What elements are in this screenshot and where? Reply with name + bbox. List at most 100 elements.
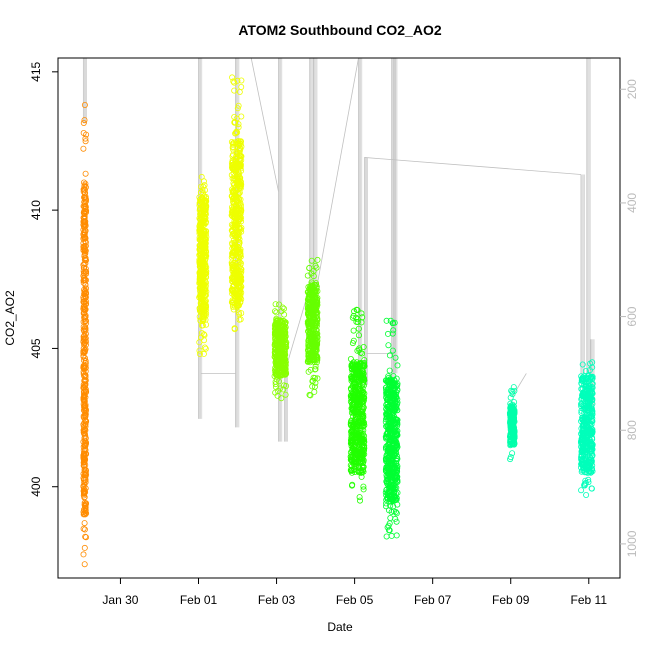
data-point — [356, 374, 363, 381]
data-point — [82, 255, 89, 262]
data-point — [80, 525, 87, 532]
data-point — [578, 448, 585, 455]
data-point — [588, 485, 595, 492]
data-point — [236, 264, 243, 271]
data-point — [229, 250, 236, 257]
data-point — [350, 359, 357, 366]
data-point — [581, 447, 588, 454]
data-point — [389, 347, 396, 354]
data-point — [81, 520, 88, 527]
data-point — [312, 262, 319, 269]
data-point — [200, 183, 207, 190]
data-point — [282, 365, 289, 372]
data-point — [583, 421, 590, 428]
data-point — [508, 428, 515, 435]
data-point — [349, 404, 356, 411]
data-point — [81, 117, 88, 124]
data-point — [360, 420, 367, 427]
data-point — [306, 347, 313, 354]
data-point — [353, 318, 360, 325]
data-point — [229, 261, 236, 268]
data-point — [198, 291, 205, 298]
data-point — [357, 438, 364, 445]
data-point — [82, 320, 89, 327]
data-point — [350, 438, 357, 445]
data-point — [394, 396, 401, 403]
data-point — [509, 388, 516, 395]
data-point — [233, 155, 240, 162]
data-point — [83, 534, 90, 541]
data-point — [352, 383, 359, 390]
data-point — [304, 305, 311, 312]
data-point — [81, 467, 88, 474]
data-point — [276, 351, 283, 358]
data-point — [81, 348, 88, 355]
data-point — [82, 443, 89, 450]
data-point — [232, 221, 239, 228]
data-point — [351, 448, 358, 455]
data-point — [578, 385, 585, 392]
data-point — [361, 377, 368, 384]
data-point — [275, 326, 282, 333]
data-point — [391, 428, 398, 435]
data-point — [511, 399, 518, 406]
data-point — [237, 141, 244, 148]
data-point — [80, 296, 87, 303]
data-point — [347, 418, 354, 425]
data-point — [506, 409, 513, 416]
data-point — [355, 408, 362, 415]
data-point — [360, 483, 367, 490]
data-point — [508, 424, 515, 431]
data-point — [279, 323, 286, 330]
data-point — [355, 390, 362, 397]
data-point — [272, 335, 279, 342]
data-point — [587, 393, 594, 400]
data-point — [359, 400, 366, 407]
data-point — [202, 284, 209, 291]
grey-trace-segment — [283, 293, 309, 374]
data-point — [82, 372, 89, 379]
data-point — [314, 256, 321, 263]
data-point — [311, 383, 318, 390]
data-point — [196, 350, 203, 357]
data-point — [83, 131, 90, 138]
data-points — [80, 74, 596, 568]
data-point — [199, 187, 206, 194]
data-point — [196, 347, 203, 354]
data-point — [393, 428, 400, 435]
data-point — [390, 327, 397, 334]
data-point — [312, 363, 319, 370]
data-point — [80, 459, 87, 466]
data-point — [81, 442, 88, 449]
data-point — [80, 120, 87, 127]
data-point — [311, 388, 318, 395]
data-point — [348, 401, 355, 408]
data-point — [80, 368, 87, 375]
data-point — [308, 352, 315, 359]
data-point — [81, 274, 88, 281]
data-point — [229, 74, 236, 81]
data-point — [352, 462, 359, 469]
data-point — [232, 277, 239, 284]
data-point — [80, 243, 87, 250]
data-point — [235, 253, 242, 260]
data-point — [579, 361, 586, 368]
data-point — [360, 388, 367, 395]
data-point — [234, 77, 241, 84]
data-point — [393, 446, 400, 453]
data-point — [82, 368, 89, 375]
data-point — [586, 405, 593, 412]
data-point — [313, 359, 320, 366]
x-axis: Jan 30 Feb 01 Feb 03 Feb 05 Feb 07 Feb 09 Feb … — [102, 578, 607, 607]
data-point — [82, 362, 89, 369]
data-point — [233, 300, 240, 307]
data-point — [201, 200, 208, 207]
data-point — [350, 327, 357, 334]
data-point — [280, 382, 287, 389]
data-point — [588, 413, 595, 420]
data-point — [309, 341, 316, 348]
data-point — [235, 283, 242, 290]
data-point — [229, 231, 236, 238]
data-point — [237, 316, 244, 323]
data-point — [231, 237, 238, 244]
